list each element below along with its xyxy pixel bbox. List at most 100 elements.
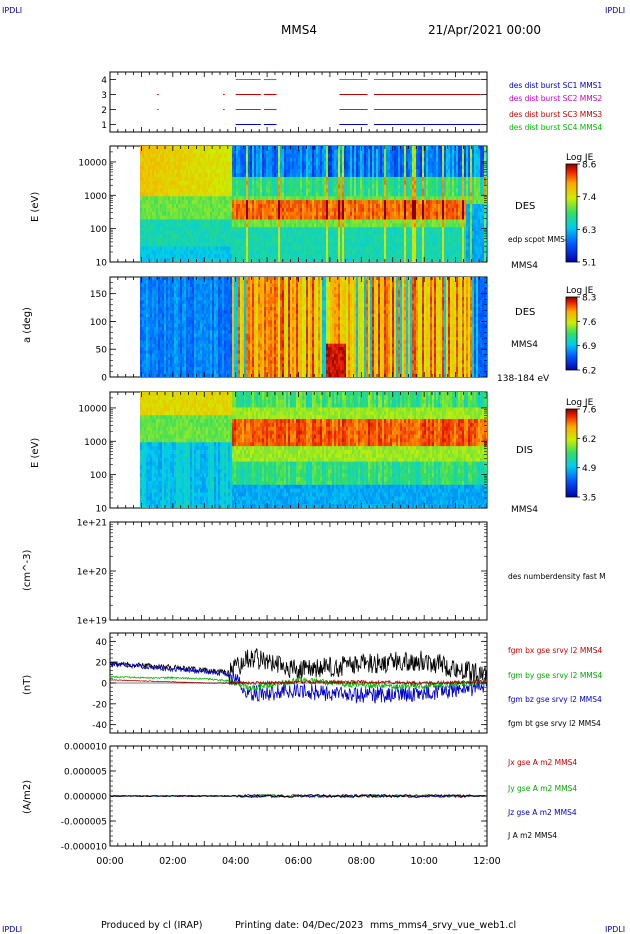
des-energy-cell bbox=[306, 207, 309, 213]
des-energy-cell bbox=[150, 176, 153, 182]
des-energy-cell bbox=[276, 188, 279, 193]
des-energy-cell bbox=[208, 153, 211, 158]
des-energy-cell bbox=[470, 153, 473, 158]
des-energy-cell bbox=[174, 149, 177, 155]
des-energy-cell bbox=[216, 169, 219, 174]
des-energy-cell bbox=[178, 180, 181, 186]
des-energy-cell bbox=[380, 169, 383, 174]
des-energy-cell bbox=[348, 153, 351, 158]
des-energy-cell bbox=[180, 238, 183, 244]
des-energy-cell bbox=[462, 169, 465, 174]
des-energy-cell bbox=[452, 188, 455, 193]
des-energy-cell bbox=[420, 192, 423, 197]
des-energy-cell bbox=[366, 165, 369, 170]
des-energy-cell bbox=[424, 238, 427, 244]
des-energy-cell bbox=[438, 149, 441, 155]
des-energy-cell bbox=[450, 204, 453, 209]
des-energy-cell bbox=[388, 169, 391, 174]
des-energy-cell bbox=[174, 180, 177, 186]
des-energy-cell bbox=[234, 219, 237, 224]
des-energy-cell bbox=[356, 211, 359, 216]
des-energy-cell bbox=[286, 192, 289, 197]
des-energy-cell bbox=[188, 169, 191, 174]
des-energy-cell bbox=[154, 146, 157, 151]
des-energy-cell bbox=[416, 234, 419, 240]
des-energy-cell bbox=[230, 258, 233, 262]
des-energy-cell bbox=[314, 238, 317, 244]
des-energy-cell bbox=[234, 165, 237, 170]
des-energy-cell bbox=[434, 169, 437, 174]
des-energy-cell bbox=[378, 242, 381, 247]
des-energy-cell bbox=[456, 219, 459, 224]
des-energy-cell bbox=[144, 246, 147, 251]
des-energy-cell bbox=[202, 211, 205, 216]
des-energy-cell bbox=[406, 219, 409, 224]
des-energy-cell bbox=[176, 169, 179, 174]
des-energy-cell bbox=[370, 215, 373, 220]
des-energy-cell bbox=[354, 157, 357, 162]
des-energy-cell bbox=[212, 238, 215, 244]
des-energy-cell bbox=[172, 231, 175, 236]
des-energy-cell bbox=[184, 200, 187, 205]
des-energy-cell bbox=[318, 223, 321, 228]
des-energy-cell bbox=[334, 149, 337, 155]
des-energy-cell bbox=[362, 169, 365, 174]
des-energy-cell bbox=[176, 223, 179, 228]
des-energy-cell bbox=[372, 219, 375, 224]
des-energy-cell bbox=[186, 242, 189, 247]
des-energy-cell bbox=[368, 184, 371, 189]
des-energy-cell bbox=[276, 211, 279, 216]
des-energy-cell bbox=[380, 242, 383, 247]
des-energy-cell bbox=[380, 196, 383, 201]
des-energy-cell bbox=[224, 246, 227, 251]
des-energy-cell bbox=[306, 215, 309, 220]
des-energy-cell bbox=[222, 231, 225, 236]
des-energy-cell bbox=[428, 188, 431, 193]
des-energy-cell bbox=[150, 238, 153, 244]
des-energy-cell bbox=[316, 200, 319, 205]
des-energy-cell bbox=[162, 184, 165, 189]
des-energy-cell bbox=[372, 176, 375, 182]
des-energy-cell bbox=[276, 250, 279, 255]
des-energy-cell bbox=[250, 246, 253, 251]
des-energy-cell bbox=[386, 192, 389, 197]
des-energy-cell bbox=[212, 223, 215, 228]
des-energy-cell bbox=[290, 157, 293, 162]
des-energy-cell bbox=[312, 234, 315, 240]
des-energy-cell bbox=[236, 204, 239, 209]
des-energy-cell bbox=[160, 157, 163, 162]
des-energy-cell bbox=[310, 192, 313, 197]
des-energy-cell bbox=[428, 196, 431, 201]
des-energy-cell bbox=[228, 238, 231, 244]
des-energy-cell bbox=[260, 219, 263, 224]
des-energy-cell bbox=[336, 196, 339, 201]
des-energy-cell bbox=[406, 192, 409, 197]
des-energy-cell bbox=[336, 258, 339, 262]
des-energy-cell bbox=[302, 188, 305, 193]
des-energy-cell bbox=[258, 192, 261, 197]
des-energy-cell bbox=[214, 223, 217, 228]
des-energy-cell bbox=[226, 204, 229, 209]
des-energy-cell bbox=[228, 169, 231, 174]
des-energy-cell bbox=[432, 258, 435, 262]
des-energy-cell bbox=[442, 227, 445, 232]
des-energy-cell bbox=[234, 223, 237, 228]
des-energy-cell bbox=[160, 180, 163, 186]
des-energy-cell bbox=[422, 161, 425, 166]
des-energy-cell bbox=[250, 192, 253, 197]
des-energy-cell bbox=[378, 188, 381, 193]
des-energy-cell bbox=[452, 146, 455, 151]
des-energy-cell bbox=[198, 246, 201, 251]
des-energy-cell bbox=[256, 184, 259, 189]
des-energy-cell bbox=[248, 192, 251, 197]
des-energy-cell bbox=[228, 254, 231, 259]
des-energy-cell bbox=[158, 242, 161, 247]
des-energy-cell bbox=[460, 165, 463, 170]
des-energy-cell bbox=[302, 180, 305, 186]
des-energy-cell bbox=[164, 234, 167, 240]
des-energy-cell bbox=[438, 219, 441, 224]
des-energy-cell bbox=[142, 219, 145, 224]
des-energy-cell bbox=[360, 165, 363, 170]
des-energy-cell bbox=[428, 258, 431, 262]
des-energy-cell bbox=[168, 188, 171, 193]
